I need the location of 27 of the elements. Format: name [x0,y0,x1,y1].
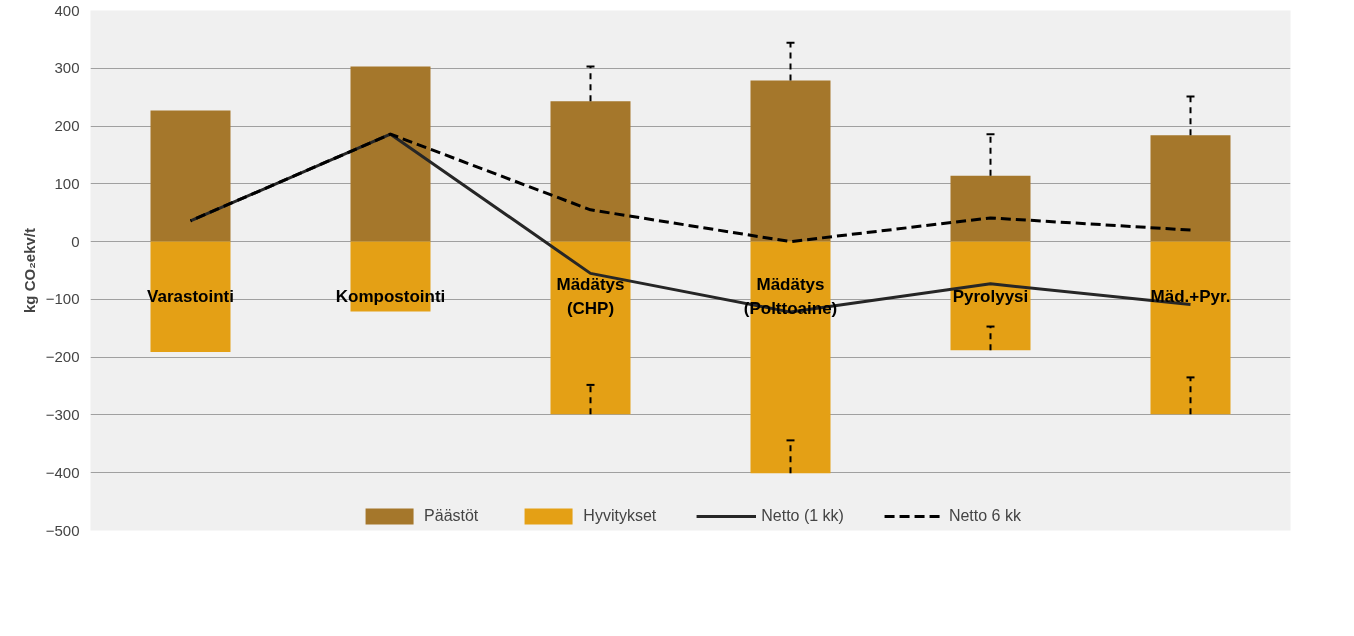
x-tick-label: Mäd.+Pyr. [1150,287,1231,307]
bar [950,175,1031,242]
bar [1150,135,1231,242]
x-tick-label: Pyrolyysi [952,287,1029,307]
y-tick-label: −100 [45,290,80,308]
y-tick-label: 400 [54,1,80,19]
bar [950,241,1031,351]
bar [1150,241,1231,415]
legend-label: Hyvitykset [583,507,657,525]
y-tick-label: −200 [45,348,80,366]
legend-label: Päästöt [424,507,479,525]
bar [550,241,631,415]
y-tick-label: 300 [54,59,80,77]
y-axis-title: kg CO₂ekv/t [20,227,38,314]
y-tick-label: 200 [54,117,80,135]
y-tick-label: −400 [45,463,80,481]
bar [350,66,431,242]
legend-label: Netto (1 kk) [761,507,844,525]
bar [750,80,831,242]
legend-label: Netto 6 kk [948,507,1021,525]
y-tick-label: 0 [71,232,80,250]
bar [550,101,631,242]
x-tick-label: Mädätys (CHP) [556,274,625,319]
y-tick-label: 100 [54,174,80,192]
y-tick-label: −300 [45,405,80,423]
y-tick-label: −500 [45,521,80,539]
bar [150,110,231,242]
